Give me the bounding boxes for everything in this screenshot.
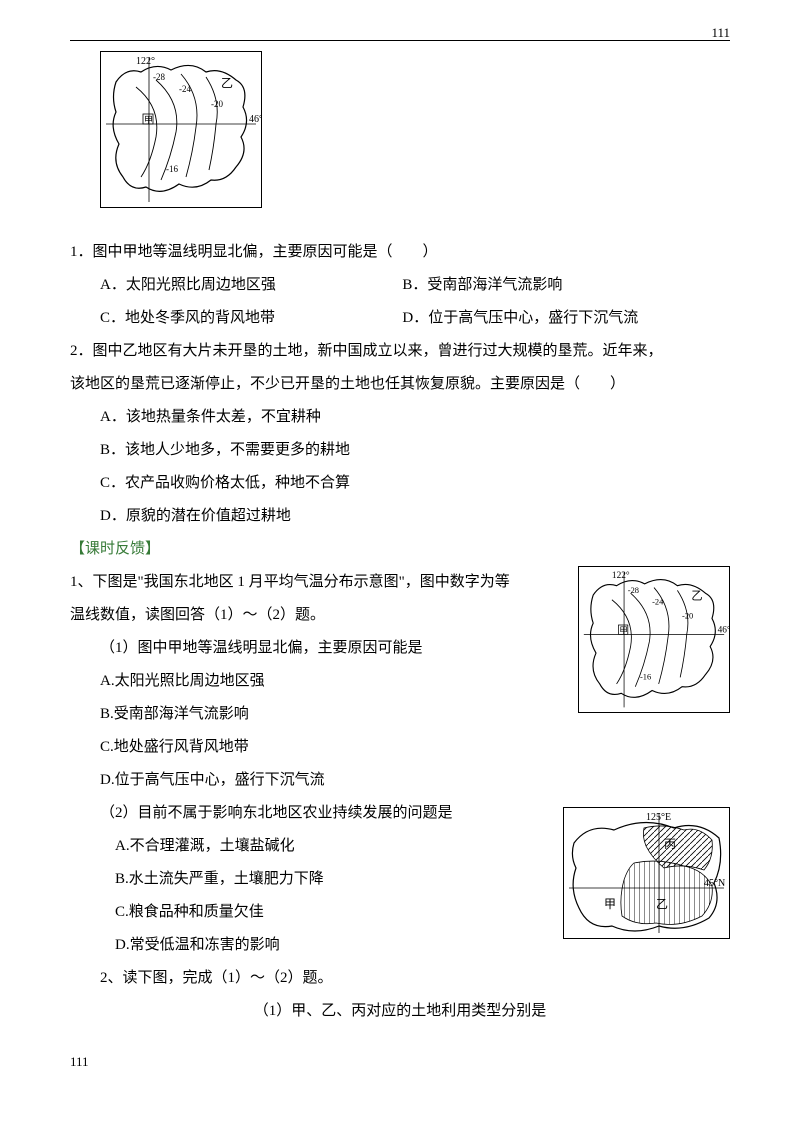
page-number-bottom: 111	[70, 1048, 730, 1077]
svg-text:-28: -28	[628, 586, 639, 595]
svg-text:乙: 乙	[221, 76, 233, 90]
svg-text:乙: 乙	[656, 897, 668, 911]
q2-option-b: B．该地人少地多，不需要更多的耕地	[100, 434, 730, 467]
fq1-s1-c: C.地处盛行风背风地带	[70, 731, 730, 764]
svg-text:甲: 甲	[619, 626, 627, 635]
q2-option-c: C．农产品收购价格太低，种地不合算	[100, 467, 730, 500]
q1-option-a: A．太阳光照比周边地区强	[100, 269, 402, 302]
svg-text:-20: -20	[682, 611, 693, 620]
svg-text:46°: 46°	[249, 114, 261, 125]
svg-text:乙: 乙	[691, 590, 702, 603]
svg-text:45°N: 45°N	[704, 878, 725, 889]
svg-text:122°: 122°	[612, 570, 630, 581]
q2-option-a: A．该地热量条件太差，不宜耕种	[100, 401, 730, 434]
svg-text:-16: -16	[640, 672, 651, 681]
figure-map-3: 125°E 45°N 甲 乙 丙	[563, 807, 730, 952]
page-number-top: 111	[711, 19, 730, 48]
svg-text:46°: 46°	[718, 624, 729, 635]
fq1-s1-d: D.位于高气压中心，盛行下沉气流	[70, 764, 730, 797]
figure-map-2: 122° -28 -24 -20 -16 46° 甲 乙	[578, 566, 730, 726]
svg-text:丙: 丙	[664, 837, 676, 851]
q1-stem: 1．图中甲地等温线明显北偏，主要原因可能是（ ）	[70, 236, 730, 269]
q1-option-d: D．位于高气压中心，盛行下沉气流	[402, 302, 638, 335]
svg-text:-16: -16	[166, 164, 178, 174]
map1-lon: 122°	[136, 56, 155, 67]
q2-option-d: D．原貌的潜在价值超过耕地	[100, 500, 730, 533]
svg-text:甲: 甲	[604, 897, 616, 911]
fq2-sub: （1）甲、乙、丙对应的土地利用类型分别是	[70, 995, 730, 1028]
figure-map-1: 122° -28 -24 -20 -16 46° 甲 乙	[100, 51, 730, 221]
q1-option-b: B．受南部海洋气流影响	[402, 269, 562, 302]
svg-text:-24: -24	[179, 84, 191, 94]
q2-stem-1: 2．图中乙地区有大片未开垦的土地，新中国成立以来，曾进行过大规模的垦荒。近年来，	[70, 335, 730, 368]
svg-text:-28: -28	[153, 72, 165, 82]
svg-text:甲: 甲	[144, 115, 153, 125]
q1-option-c: C．地处冬季风的背风地带	[100, 302, 402, 335]
svg-text:125°E: 125°E	[646, 812, 671, 823]
svg-text:-20: -20	[211, 99, 223, 109]
svg-text:-24: -24	[652, 597, 664, 606]
fq2-stem: 2、读下图，完成（1）～（2）题。	[70, 962, 730, 995]
q2-stem-2: 该地区的垦荒已逐渐停止，不少已开垦的土地也任其恢复原貌。主要原因是（ ）	[70, 368, 730, 401]
section-title: 【课时反馈】	[70, 533, 730, 566]
